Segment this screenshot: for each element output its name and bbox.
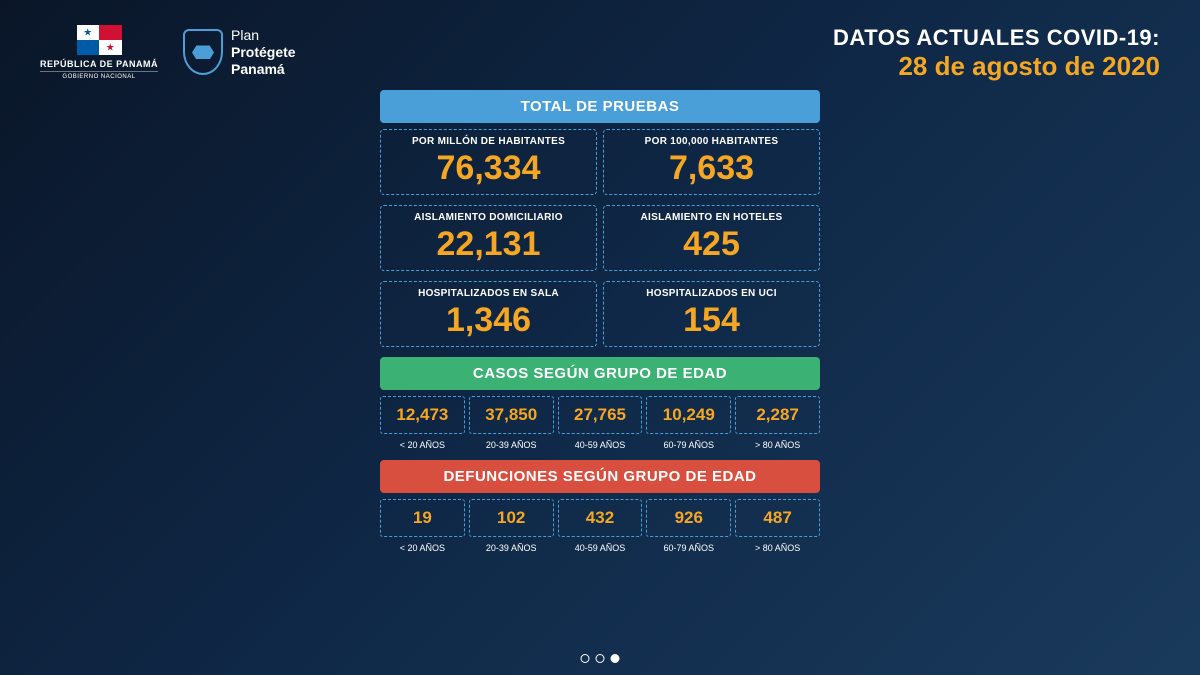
shield-icon bbox=[183, 29, 223, 75]
panama-logo-subtitle: GOBIERNO NACIONAL bbox=[40, 71, 158, 80]
panama-flag-icon bbox=[77, 25, 122, 55]
deaths-age-cell: 487 bbox=[735, 499, 820, 537]
panama-logo-title: REPÚBLICA DE PANAMÁ bbox=[40, 59, 158, 69]
tests-per-million-value: 76,334 bbox=[387, 149, 590, 188]
hospital-icu-value: 154 bbox=[610, 301, 813, 340]
deaths-age-label: < 20 AÑOS bbox=[380, 543, 465, 553]
deaths-age-cell: 102 bbox=[469, 499, 554, 537]
dashboard: TOTAL DE PRUEBAS POR MILLÓN DE HABITANTE… bbox=[380, 90, 820, 553]
deaths-age-cell: 926 bbox=[646, 499, 731, 537]
cases-age-cell: 2,287 bbox=[735, 396, 820, 434]
cases-age-label: < 20 AÑOS bbox=[380, 440, 465, 450]
tests-per-100k-label: POR 100,000 HABITANTES bbox=[610, 136, 813, 147]
plan-line-1: Plan bbox=[231, 27, 296, 44]
deaths-age-value: 926 bbox=[649, 508, 728, 528]
deaths-age-value: 102 bbox=[472, 508, 551, 528]
cases-age-label: 60-79 AÑOS bbox=[646, 440, 731, 450]
cases-age-label: > 80 AÑOS bbox=[735, 440, 820, 450]
tests-per-million-box: POR MILLÓN DE HABITANTES 76,334 bbox=[380, 129, 597, 195]
plan-line-3: Panamá bbox=[231, 61, 296, 78]
pagination-dot[interactable] bbox=[581, 654, 590, 663]
cases-age-value: 27,765 bbox=[561, 405, 640, 425]
deaths-age-label: > 80 AÑOS bbox=[735, 543, 820, 553]
cases-age-band: CASOS SEGÚN GRUPO DE EDAD bbox=[380, 357, 820, 390]
isolation-hotel-box: AISLAMIENTO EN HOTELES 425 bbox=[603, 205, 820, 271]
cases-age-label: 20-39 AÑOS bbox=[469, 440, 554, 450]
hospital-ward-value: 1,346 bbox=[387, 301, 590, 340]
deaths-age-cell: 19 bbox=[380, 499, 465, 537]
deaths-age-label: 20-39 AÑOS bbox=[469, 543, 554, 553]
tests-band: TOTAL DE PRUEBAS bbox=[380, 90, 820, 123]
deaths-age-value: 19 bbox=[383, 508, 462, 528]
cases-age-value: 12,473 bbox=[383, 405, 462, 425]
pagination-dot[interactable] bbox=[596, 654, 605, 663]
panama-logo: REPÚBLICA DE PANAMÁ GOBIERNO NACIONAL bbox=[40, 25, 158, 80]
hospital-ward-label: HOSPITALIZADOS EN SALA bbox=[387, 288, 590, 299]
plan-line-2: Protégete bbox=[231, 44, 296, 61]
tests-per-100k-value: 7,633 bbox=[610, 149, 813, 188]
plan-logo: Plan Protégete Panamá bbox=[183, 27, 296, 77]
deaths-age-value: 487 bbox=[738, 508, 817, 528]
cases-age-cell: 10,249 bbox=[646, 396, 731, 434]
deaths-age-value: 432 bbox=[561, 508, 640, 528]
tests-per-million-label: POR MILLÓN DE HABITANTES bbox=[387, 136, 590, 147]
logo-group: REPÚBLICA DE PANAMÁ GOBIERNO NACIONAL Pl… bbox=[40, 25, 296, 80]
deaths-age-label: 60-79 AÑOS bbox=[646, 543, 731, 553]
isolation-hotel-value: 425 bbox=[610, 225, 813, 264]
cases-age-value: 37,850 bbox=[472, 405, 551, 425]
title-block: DATOS ACTUALES COVID-19: 28 de agosto de… bbox=[833, 25, 1160, 82]
isolation-home-value: 22,131 bbox=[387, 225, 590, 264]
isolation-home-box: AISLAMIENTO DOMICILIARIO 22,131 bbox=[380, 205, 597, 271]
hospital-ward-box: HOSPITALIZADOS EN SALA 1,346 bbox=[380, 281, 597, 347]
hospital-icu-box: HOSPITALIZADOS EN UCI 154 bbox=[603, 281, 820, 347]
deaths-age-band: DEFUNCIONES SEGÚN GRUPO DE EDAD bbox=[380, 460, 820, 493]
tests-per-100k-box: POR 100,000 HABITANTES 7,633 bbox=[603, 129, 820, 195]
deaths-age-cell: 432 bbox=[558, 499, 643, 537]
cases-age-cell: 12,473 bbox=[380, 396, 465, 434]
deaths-age-label: 40-59 AÑOS bbox=[558, 543, 643, 553]
isolation-home-label: AISLAMIENTO DOMICILIARIO bbox=[387, 212, 590, 223]
cases-age-value: 10,249 bbox=[649, 405, 728, 425]
isolation-hotel-label: AISLAMIENTO EN HOTELES bbox=[610, 212, 813, 223]
cases-age-cell: 27,765 bbox=[558, 396, 643, 434]
cases-age-label: 40-59 AÑOS bbox=[558, 440, 643, 450]
pagination-dot-active[interactable] bbox=[611, 654, 620, 663]
page-title: DATOS ACTUALES COVID-19: bbox=[833, 25, 1160, 51]
page-date: 28 de agosto de 2020 bbox=[833, 51, 1160, 82]
hospital-icu-label: HOSPITALIZADOS EN UCI bbox=[610, 288, 813, 299]
pagination-dots bbox=[581, 654, 620, 663]
cases-age-cell: 37,850 bbox=[469, 396, 554, 434]
cases-age-value: 2,287 bbox=[738, 405, 817, 425]
